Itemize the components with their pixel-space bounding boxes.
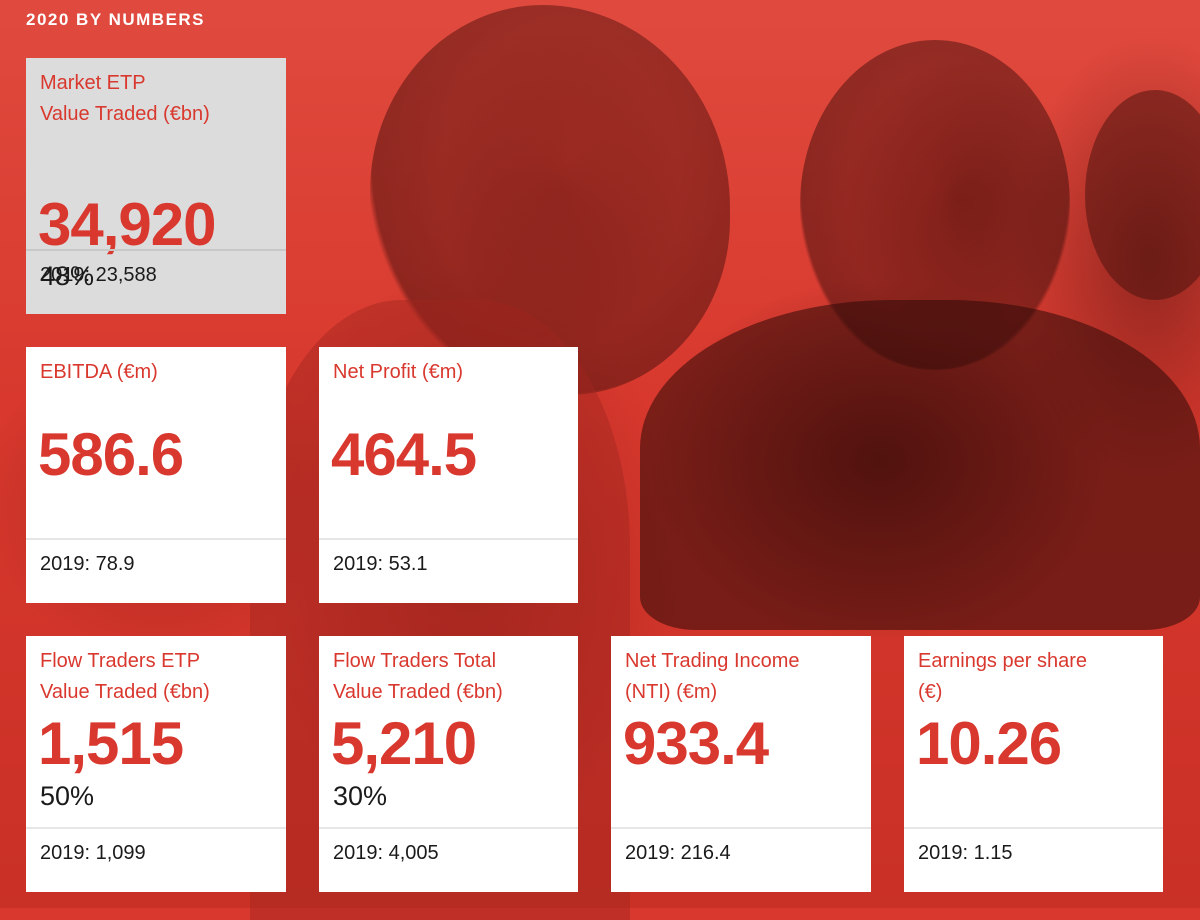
card-previous-year: 2019: 216.4 (625, 842, 731, 864)
card-net-profit: Net Profit (€m) 464.5 2019: 53.1 (319, 347, 578, 603)
card-label-line2: (€) (918, 681, 943, 703)
photo-person-left-head (370, 5, 730, 395)
card-net-trading-income: Net Trading Income (NTI) (€m) 933.4 2019… (611, 636, 871, 892)
card-value: 464.5 (331, 421, 477, 488)
card-change-percent: 30% (333, 781, 388, 811)
card-previous-year: 2019: 1.15 (918, 842, 1013, 864)
card-label-line1: Flow Traders Total (333, 650, 497, 672)
card-earnings-per-share: Earnings per share (€) 10.26 2019: 1.15 (904, 636, 1163, 892)
card-previous-year: 2019: 23,588 (40, 264, 157, 286)
card-divider (319, 827, 578, 829)
card-previous-year: 2019: 53.1 (333, 553, 428, 575)
card-value: 933.4 (623, 710, 769, 777)
card-label: Flow Traders ETP Value Traded (€bn) (40, 646, 280, 708)
card-flow-traders-total-value-traded: Flow Traders Total Value Traded (€bn) 5,… (319, 636, 578, 892)
card-label: Net Trading Income (NTI) (€m) (625, 646, 865, 708)
card-divider (26, 249, 286, 251)
card-value: 1,515 (38, 710, 184, 777)
card-divider (319, 538, 578, 540)
card-label: Flow Traders Total Value Traded (€bn) (333, 646, 573, 708)
card-value: 10.26 (916, 710, 1062, 777)
card-label-line2: Value Traded (€bn) (333, 681, 503, 703)
card-ebitda: EBITDA (€m) 586.6 2019: 78.9 (26, 347, 286, 603)
card-label-line1: Earnings per share (918, 650, 1087, 672)
photo-person-far-right (1085, 90, 1200, 300)
card-label: Earnings per share (€) (918, 646, 1158, 708)
card-label-line2: Value Traded (€bn) (40, 103, 210, 125)
card-label: EBITDA (€m) (40, 357, 280, 388)
card-label-line2: (NTI) (€m) (625, 681, 718, 703)
card-divider (611, 827, 871, 829)
card-divider (26, 827, 286, 829)
card-market-etp-value-traded: Market ETP Value Traded (€bn) 34,920 48%… (26, 58, 286, 314)
page-title: 2020 BY NUMBERS (26, 10, 206, 29)
card-value: 586.6 (38, 421, 184, 488)
photo-person-right-body (640, 300, 1200, 630)
card-previous-year: 2019: 4,005 (333, 842, 439, 864)
card-divider (26, 538, 286, 540)
card-label: Market ETP Value Traded (€bn) (40, 68, 280, 130)
card-change-percent: 48% (40, 261, 95, 291)
card-label-line1: Net Profit (€m) (333, 361, 464, 383)
card-previous-year: 2019: 1,099 (40, 842, 146, 864)
card-value: 34,920 (38, 191, 217, 258)
card-label: Net Profit (€m) (333, 357, 573, 388)
card-change-percent: 50% (40, 781, 95, 811)
card-previous-year: 2019: 78.9 (40, 553, 135, 575)
card-label-line1: Market ETP (40, 72, 146, 94)
card-label-line2: Value Traded (€bn) (40, 681, 210, 703)
card-label-line1: Net Trading Income (625, 650, 800, 672)
card-value: 5,210 (331, 710, 477, 777)
card-divider (904, 827, 1163, 829)
card-label-line1: Flow Traders ETP (40, 650, 201, 672)
card-flow-traders-etp-value-traded: Flow Traders ETP Value Traded (€bn) 1,51… (26, 636, 286, 892)
card-label-line1: EBITDA (€m) (40, 361, 158, 383)
